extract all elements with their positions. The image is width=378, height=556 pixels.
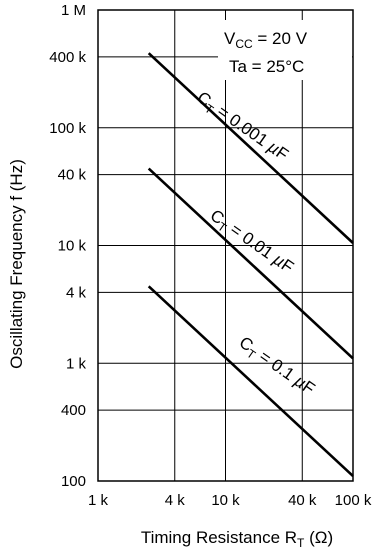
y-tick-labels: 100 400 1 k 4 k 10 k 40 k 100 k 400 k 1 M xyxy=(49,2,86,490)
x-tick-label-0: 1 k xyxy=(88,492,109,509)
condition-vcc: VCC = 20 V xyxy=(224,29,308,51)
y-tick-label-7: 400 k xyxy=(49,49,86,66)
series-line-1 xyxy=(147,167,354,360)
x-axis-title: Timing Resistance RT (Ω) xyxy=(141,528,333,550)
series-line-0 xyxy=(147,52,354,244)
y-tick-label-8: 1 M xyxy=(61,2,86,19)
y-axis-title: Oscillating Frequency f (Hz) xyxy=(7,159,26,369)
y-tick-label-2: 1 k xyxy=(66,355,87,372)
grid xyxy=(97,9,354,482)
series-label-1-eq: = 0.01 xyxy=(223,217,281,265)
x-tick-label-1: 4 k xyxy=(165,492,186,509)
y-tick-label-0: 100 xyxy=(61,473,86,490)
svg-text:CT = 0.01 µF: CT = 0.01 µF xyxy=(205,206,297,280)
y-tick-label-6: 100 k xyxy=(49,120,86,137)
series-lines xyxy=(147,20,354,478)
plot-frame xyxy=(97,9,354,482)
x-tick-label-4: 100 k xyxy=(335,492,372,509)
condition-vcc-rest: = 20 V xyxy=(253,29,308,48)
y-tick-label-4: 10 k xyxy=(58,238,87,255)
series-label-0-eq: = 0.001 xyxy=(210,99,275,153)
y-tick-label-3: 4 k xyxy=(66,284,87,301)
condition-vcc-sub: CC xyxy=(235,37,253,51)
x-axis-title-unit: (Ω) xyxy=(304,528,333,547)
series-label-2: CT = 0.1 µF xyxy=(234,333,319,401)
series-label-1: CT = 0.01 µF xyxy=(205,206,297,280)
condition-ta: Ta = 25°C xyxy=(229,57,304,76)
series-line-2 xyxy=(147,285,354,478)
y-tick-label-1: 400 xyxy=(61,402,86,419)
conditions-box xyxy=(218,20,352,80)
x-tick-label-3: 40 k xyxy=(288,492,317,509)
x-tick-labels: 1 k 4 k 10 k 40 k 100 k xyxy=(88,492,372,509)
y-tick-label-5: 40 k xyxy=(58,167,87,184)
x-axis-title-sub: T xyxy=(297,536,305,550)
x-tick-label-2: 10 k xyxy=(211,492,240,509)
svg-text:CT = 0.1 µF: CT = 0.1 µF xyxy=(234,333,318,401)
x-axis-title-main: Timing Resistance R xyxy=(141,528,297,547)
condition-vcc-main: V xyxy=(224,29,236,48)
